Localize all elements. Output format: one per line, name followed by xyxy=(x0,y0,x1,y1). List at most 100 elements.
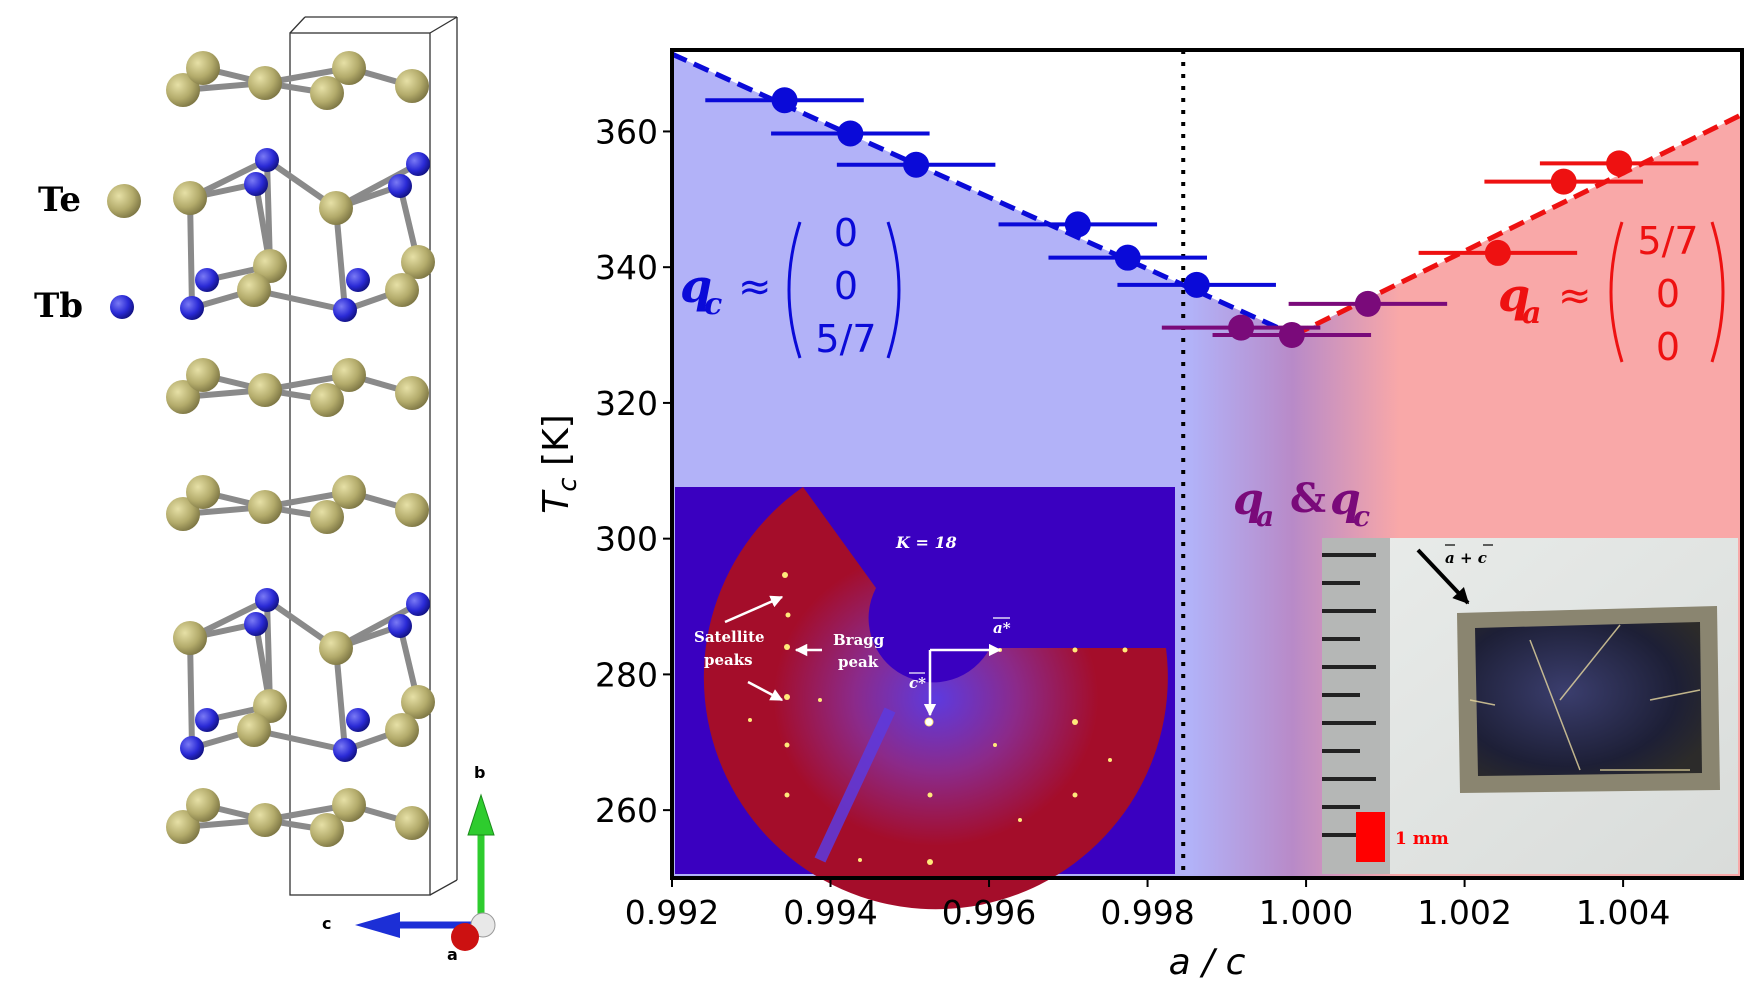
tb-atom xyxy=(333,298,357,322)
data-point-0-4 xyxy=(1114,244,1141,271)
tb-atom xyxy=(195,268,219,292)
data-point-0-0 xyxy=(771,87,798,114)
te-atom xyxy=(248,803,282,837)
qc-left-paren xyxy=(787,221,802,359)
tb-atom xyxy=(255,588,279,612)
data-point-0-2 xyxy=(903,151,930,178)
mixed-label: q a & q c xyxy=(1233,474,1370,533)
y-axis-label-group: Tc [K] xyxy=(536,414,583,513)
qa-label: q a ≈ 5/7 0 0 xyxy=(1498,219,1725,369)
c-axis-head xyxy=(355,912,400,938)
tb-atom xyxy=(346,268,370,292)
te-atom xyxy=(166,380,200,414)
crystal-legend: Te Tb xyxy=(34,180,141,326)
te-atom xyxy=(253,249,287,283)
data-point-0-5 xyxy=(1183,271,1210,298)
data-point-2-1 xyxy=(1550,168,1577,195)
te-atom xyxy=(248,373,282,407)
data-points xyxy=(705,87,1699,349)
data-point-0-1 xyxy=(837,120,864,147)
diffraction-map xyxy=(703,487,1168,910)
qa-vec-0: 5/7 xyxy=(1637,219,1698,263)
te-atom xyxy=(253,689,287,723)
y-tick-label-1: 280 xyxy=(595,655,658,694)
b-axis-label: b xyxy=(474,763,485,782)
scale-bar xyxy=(1356,812,1385,862)
x-tick-label-2: 0.996 xyxy=(942,893,1036,932)
te-atom xyxy=(237,713,271,747)
te-atom xyxy=(310,76,344,110)
tb-atom xyxy=(388,614,412,638)
data-point-2-2 xyxy=(1606,150,1633,177)
qa-vec-1: 0 xyxy=(1656,272,1680,316)
axis-triad: b c a xyxy=(322,763,496,964)
tb-atom xyxy=(388,174,412,198)
unit-cell-box xyxy=(289,16,458,896)
mixed-q1: q xyxy=(1233,474,1264,525)
y-tick-label-2: 300 xyxy=(595,520,658,559)
te-atom xyxy=(186,475,220,509)
te-atom xyxy=(248,490,282,524)
crystal-sample xyxy=(1475,622,1702,776)
qc-right-paren xyxy=(886,221,901,359)
crystal-highlights xyxy=(1469,624,1701,771)
satellite-label-2: peaks xyxy=(704,651,753,669)
x-tick-label-5: 1.002 xyxy=(1417,893,1511,932)
bond xyxy=(264,157,273,269)
data-point-0-3 xyxy=(1064,211,1091,238)
k-label: K = 18 xyxy=(895,533,957,552)
qa-vec-2: 0 xyxy=(1656,325,1680,369)
te-atom xyxy=(310,813,344,847)
c-star-label: c* xyxy=(909,674,926,692)
qa-symbol: q xyxy=(1498,268,1530,322)
te-atom xyxy=(395,493,429,527)
te-atom xyxy=(166,497,200,531)
y-axis-label: Tc [K] xyxy=(536,414,583,513)
phase-diagram-chart: K = 18 Satellite peaks Bragg peak a* c* … xyxy=(536,48,1744,983)
qc-approx: ≈ xyxy=(738,264,772,310)
legend-tb-label: Tb xyxy=(34,286,83,326)
tb-atom xyxy=(195,708,219,732)
te-atom xyxy=(395,806,429,840)
te-atom xyxy=(173,181,207,215)
bragg-label-1: Bragg xyxy=(833,631,885,649)
b-axis-head xyxy=(467,793,495,836)
scale-label: 1 mm xyxy=(1395,829,1449,849)
bond xyxy=(187,195,195,311)
te-atom xyxy=(332,788,366,822)
c-axis-label: c xyxy=(322,914,331,933)
fit-line-0 xyxy=(672,51,1296,338)
bond xyxy=(333,205,348,313)
x-tick-label-3: 0.998 xyxy=(1100,893,1194,932)
qa-approx: ≈ xyxy=(1558,273,1592,319)
qc-label: q c ≈ 0 0 5/7 xyxy=(680,211,901,361)
qc-vec-2: 5/7 xyxy=(815,317,876,361)
tb-atom xyxy=(406,592,430,616)
mixed-sub2: c xyxy=(1353,500,1370,533)
qa-right-paren xyxy=(1710,221,1725,363)
te-atom xyxy=(385,713,419,747)
x-tick-label-4: 1.000 xyxy=(1259,893,1353,932)
tb-atom xyxy=(180,296,204,320)
x-axis: 0.992 0.994 0.996 0.998 1.000 1.002 1.004 xyxy=(625,878,1670,932)
y-axis-label-sub: c xyxy=(553,477,583,491)
qc-vec-0: 0 xyxy=(834,211,858,255)
te-atom xyxy=(186,358,220,392)
y-axis-label-unit: [K] xyxy=(536,414,577,477)
te-atom xyxy=(395,376,429,410)
direction-label: a + c xyxy=(1445,549,1487,567)
satellite-arrow-lower xyxy=(747,680,784,702)
bond xyxy=(333,645,348,753)
sample-photo-inset: 1 mm a + c xyxy=(1322,538,1738,874)
tb-atom xyxy=(346,708,370,732)
te-atom xyxy=(237,273,271,307)
qc-symbol: q xyxy=(680,259,712,313)
satellite-label-1: Satellite xyxy=(694,628,765,646)
te-atom xyxy=(173,621,207,655)
mixed-q2: q xyxy=(1330,474,1361,525)
crystal-structure: Te Tb b c a xyxy=(34,16,496,964)
te-atom xyxy=(385,273,419,307)
te-atom xyxy=(186,51,220,85)
plot-frame xyxy=(670,48,1744,880)
